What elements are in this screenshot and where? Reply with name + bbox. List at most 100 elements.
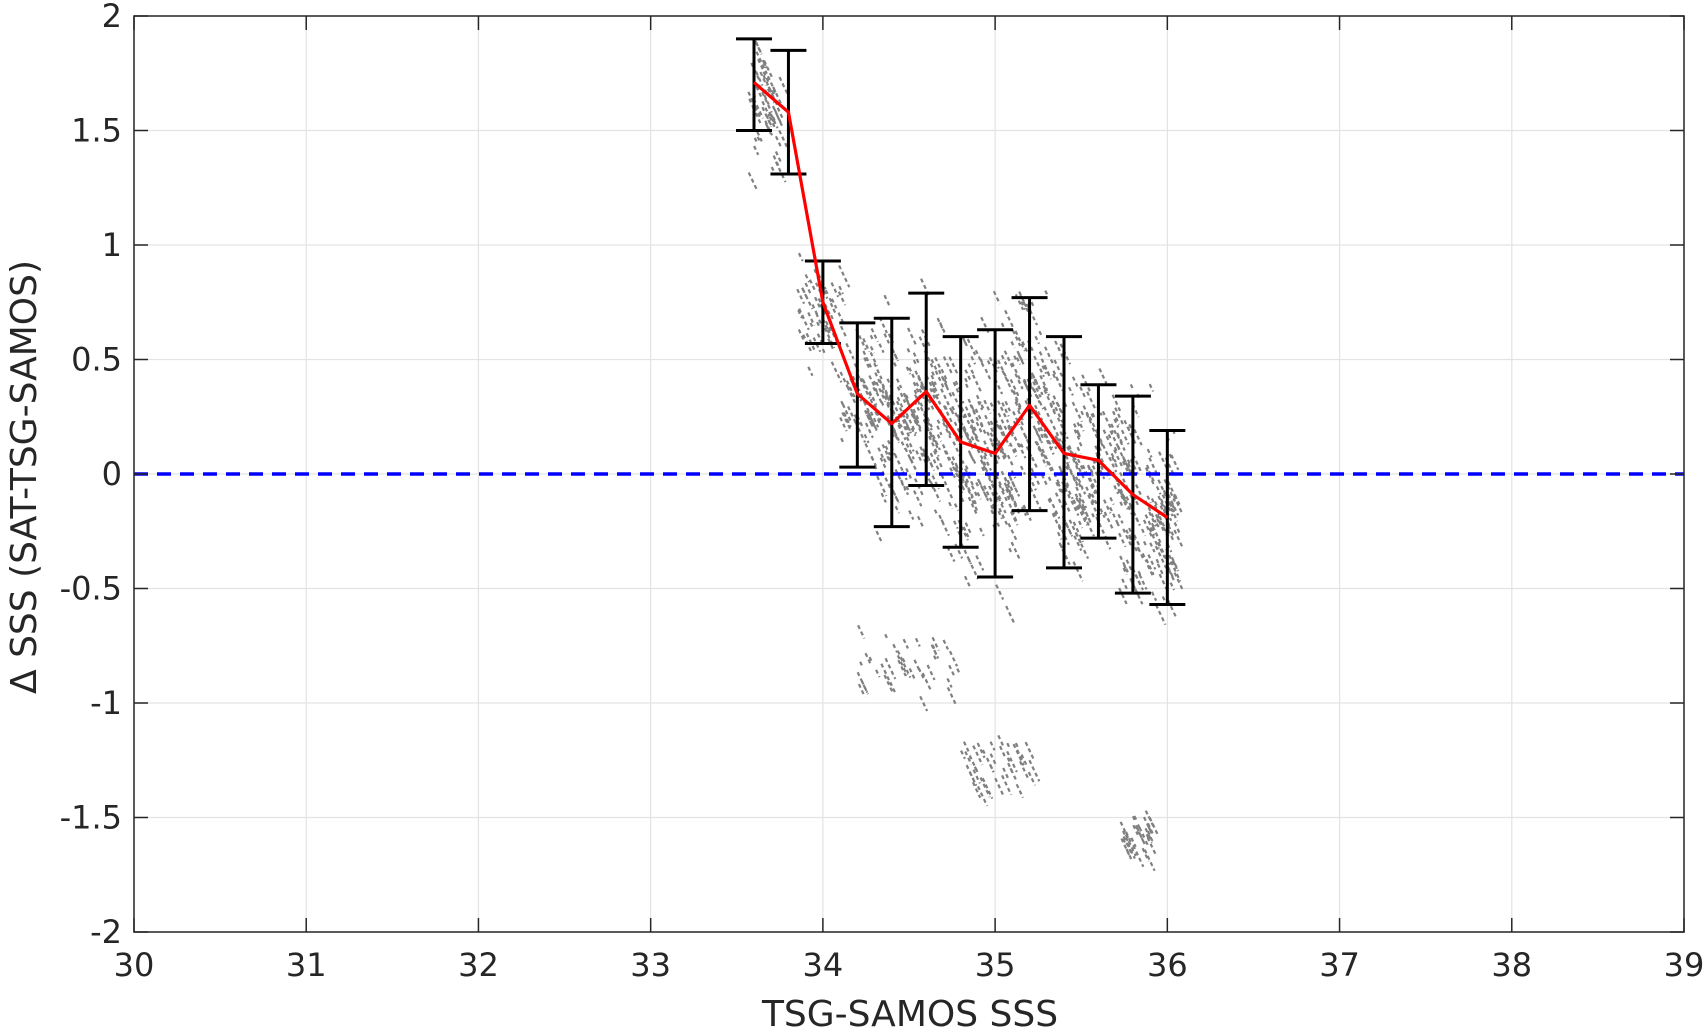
scatter-point <box>747 172 759 191</box>
scatter-point <box>921 672 932 690</box>
scatter-point <box>1024 741 1036 762</box>
scatter-point <box>1044 346 1054 364</box>
scatter-point <box>1006 742 1011 749</box>
scatter-point <box>981 461 994 484</box>
scatter-point <box>753 137 759 145</box>
scatter-point <box>778 76 790 98</box>
scatter-point <box>754 71 764 87</box>
scatter-point <box>964 468 975 488</box>
scatter-point <box>946 677 953 688</box>
y-tick-label: -0.5 <box>60 570 122 608</box>
scatter-point <box>1133 815 1138 822</box>
scatter-point <box>1019 465 1026 476</box>
scatter-point <box>1028 759 1041 782</box>
scatter-point <box>1011 362 1022 381</box>
scatter-point <box>1167 493 1180 516</box>
scatter-point <box>1057 523 1063 531</box>
scatter-point <box>964 483 974 499</box>
scatter-point <box>915 450 924 464</box>
scatter-point <box>1091 412 1097 420</box>
scatter-point <box>824 320 833 333</box>
scatter-point <box>1099 508 1106 519</box>
scatter-point <box>1038 351 1043 357</box>
scatter-point <box>1052 370 1060 383</box>
scatter-point <box>1030 301 1035 307</box>
scatter-point <box>1037 427 1045 441</box>
scatter-point <box>894 418 906 439</box>
scatter-point <box>1006 454 1014 466</box>
scatter-point <box>1138 574 1148 590</box>
scatter-point <box>922 418 929 428</box>
y-tick-label: -1 <box>90 684 122 722</box>
scatter-point <box>862 379 874 401</box>
scatter-point <box>899 656 912 679</box>
scatter-point <box>1119 555 1130 574</box>
scatter-point <box>908 367 916 380</box>
scatter-point <box>908 667 916 679</box>
scatter-point <box>1075 461 1086 480</box>
scatter-point <box>1008 547 1013 555</box>
x-tick-label: 30 <box>114 946 155 984</box>
scatter-point <box>827 338 835 351</box>
scatter-point <box>979 421 984 428</box>
scatter-point <box>753 145 760 156</box>
scatter-point <box>842 412 852 428</box>
x-tick-label: 34 <box>803 946 844 984</box>
scatter-point <box>903 392 909 403</box>
scatter-point <box>1013 355 1018 361</box>
scatter-point <box>983 485 988 491</box>
scatter-point <box>1001 774 1013 796</box>
scatter-point <box>972 745 984 766</box>
error-bars <box>736 37 1186 607</box>
scatter-point <box>1144 514 1155 533</box>
scatter-point <box>807 312 816 327</box>
scatter-point <box>1138 827 1147 840</box>
scatter-point <box>983 440 993 458</box>
scatter-point <box>930 380 940 397</box>
scatter-point <box>1014 398 1023 413</box>
scatter-point <box>908 456 914 464</box>
scatter-point <box>1031 374 1041 390</box>
scatter-point <box>1173 522 1181 535</box>
scatter-point <box>905 485 910 492</box>
scatter-point <box>972 426 977 432</box>
scatter-point <box>997 495 1004 505</box>
x-tick-labels: 30 31 32 33 34 35 36 37 38 39 <box>114 946 1705 984</box>
scatter-point <box>984 368 992 380</box>
scatter-point <box>885 395 892 404</box>
scatter-point <box>1040 474 1049 488</box>
scatter-point <box>1147 826 1153 833</box>
scatter-point <box>1008 442 1018 457</box>
scatter-point <box>1105 540 1112 550</box>
scatter-point <box>1019 760 1030 779</box>
scatter-point <box>948 650 959 667</box>
scatter-point <box>929 452 941 473</box>
scatter-point <box>841 403 852 422</box>
scatter-point <box>1120 838 1133 860</box>
scatter-point <box>856 671 869 694</box>
scatter-point <box>796 288 806 305</box>
scatter-point <box>840 325 848 338</box>
scatter-point <box>768 111 776 124</box>
scatter-point <box>877 447 885 459</box>
scatter-point <box>1015 783 1024 799</box>
scatter-point <box>1079 386 1086 398</box>
scatter-point <box>1005 488 1012 498</box>
scatter-point <box>862 338 871 353</box>
y-tick-label: 0 <box>102 455 122 493</box>
scatter-point <box>1082 405 1092 421</box>
scatter-point <box>976 785 989 807</box>
scatter-point <box>1135 484 1144 498</box>
scatter-point <box>901 658 907 665</box>
scatter-point <box>1065 455 1071 464</box>
x-tick-label: 35 <box>975 946 1016 984</box>
scatter-point <box>879 457 887 469</box>
scatter-point <box>846 385 857 404</box>
scatter-point <box>1063 500 1071 512</box>
scatter-point <box>1146 495 1152 504</box>
scatter-point <box>1049 419 1062 442</box>
scatter-point <box>1114 407 1126 428</box>
scatter-point <box>978 480 989 500</box>
scatter-point <box>847 405 859 427</box>
scatter-point <box>964 377 969 383</box>
